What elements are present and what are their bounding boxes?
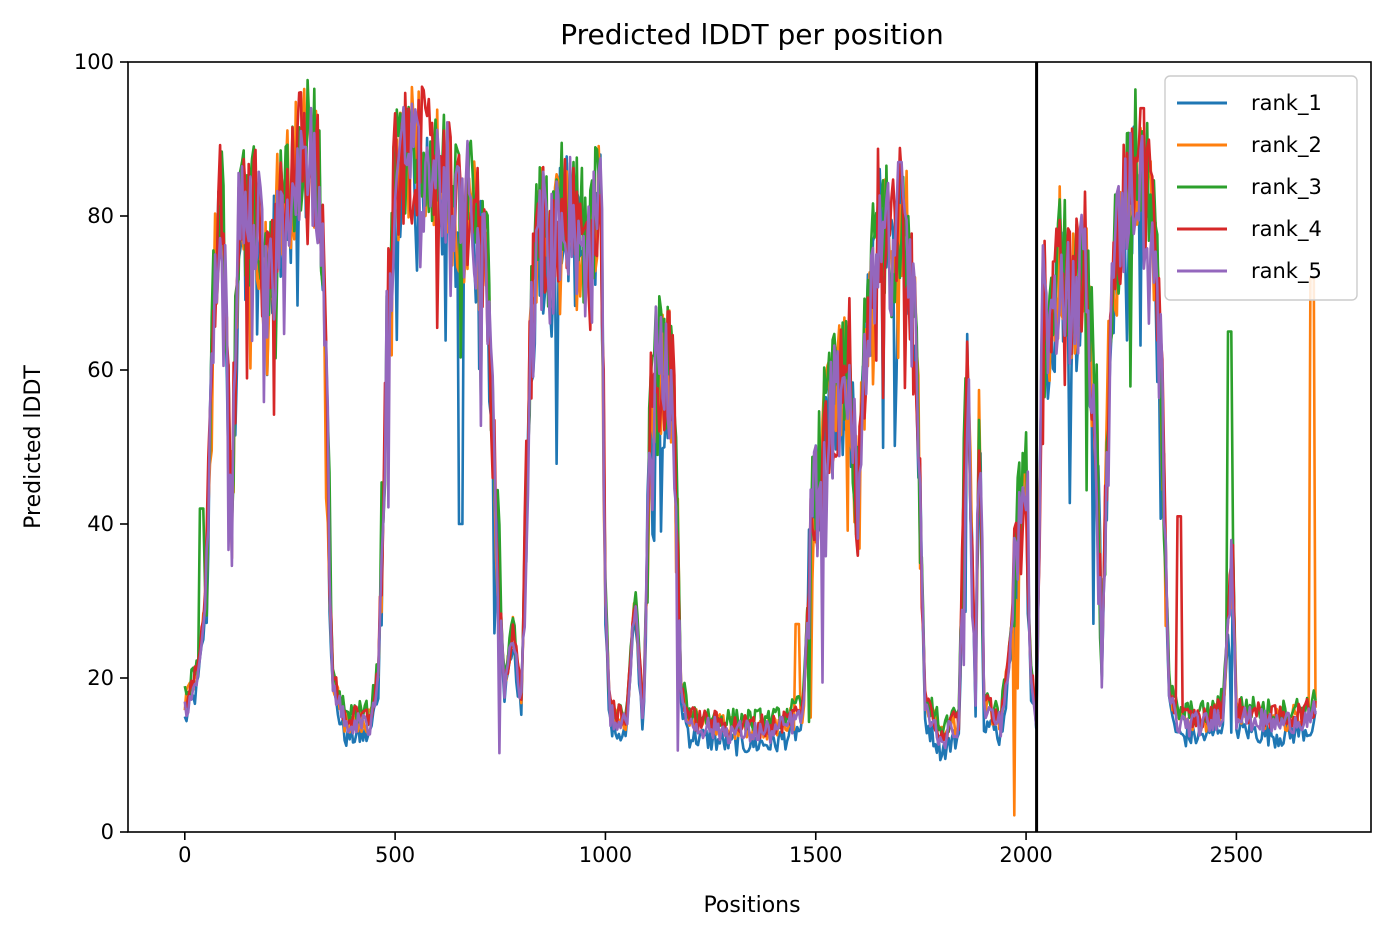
x-axis: 0 500 1000 1500 2000 2500 bbox=[178, 832, 1263, 867]
series-line-rank_3 bbox=[183, 78, 1317, 740]
y-axis: 0 20 40 60 80 100 bbox=[74, 50, 128, 844]
legend-label: rank_2 bbox=[1251, 133, 1322, 158]
x-tick-label: 1500 bbox=[789, 843, 842, 867]
y-tick-label: 60 bbox=[87, 358, 114, 382]
x-tick-label: 2000 bbox=[999, 843, 1052, 867]
x-tick-label: 0 bbox=[178, 843, 191, 867]
y-tick-label: 100 bbox=[74, 50, 114, 74]
x-tick-label: 1000 bbox=[579, 843, 632, 867]
legend-label: rank_4 bbox=[1251, 217, 1322, 242]
legend-label: rank_1 bbox=[1251, 91, 1322, 116]
legend-label: rank_3 bbox=[1251, 175, 1322, 200]
chart-title: Predicted lDDT per position bbox=[560, 18, 944, 51]
y-tick-label: 0 bbox=[101, 820, 114, 844]
plot-frame bbox=[127, 61, 1372, 833]
series-line-rank_5 bbox=[183, 102, 1317, 755]
y-axis-label: Predicted lDDT bbox=[21, 365, 46, 529]
series-line-rank_4 bbox=[183, 85, 1317, 742]
y-tick-label: 20 bbox=[87, 666, 114, 690]
y-tick-label: 40 bbox=[87, 512, 114, 536]
y-tick-label: 80 bbox=[87, 204, 114, 228]
legend-label: rank_5 bbox=[1251, 259, 1322, 284]
legend: rank_1 rank_2 rank_3 rank_4 rank_5 bbox=[1164, 75, 1358, 301]
series-lines bbox=[183, 78, 1317, 817]
x-axis-label: Positions bbox=[703, 893, 800, 918]
x-tick-label: 2500 bbox=[1210, 843, 1263, 867]
legend-box bbox=[1164, 75, 1358, 301]
x-tick-label: 500 bbox=[375, 843, 415, 867]
